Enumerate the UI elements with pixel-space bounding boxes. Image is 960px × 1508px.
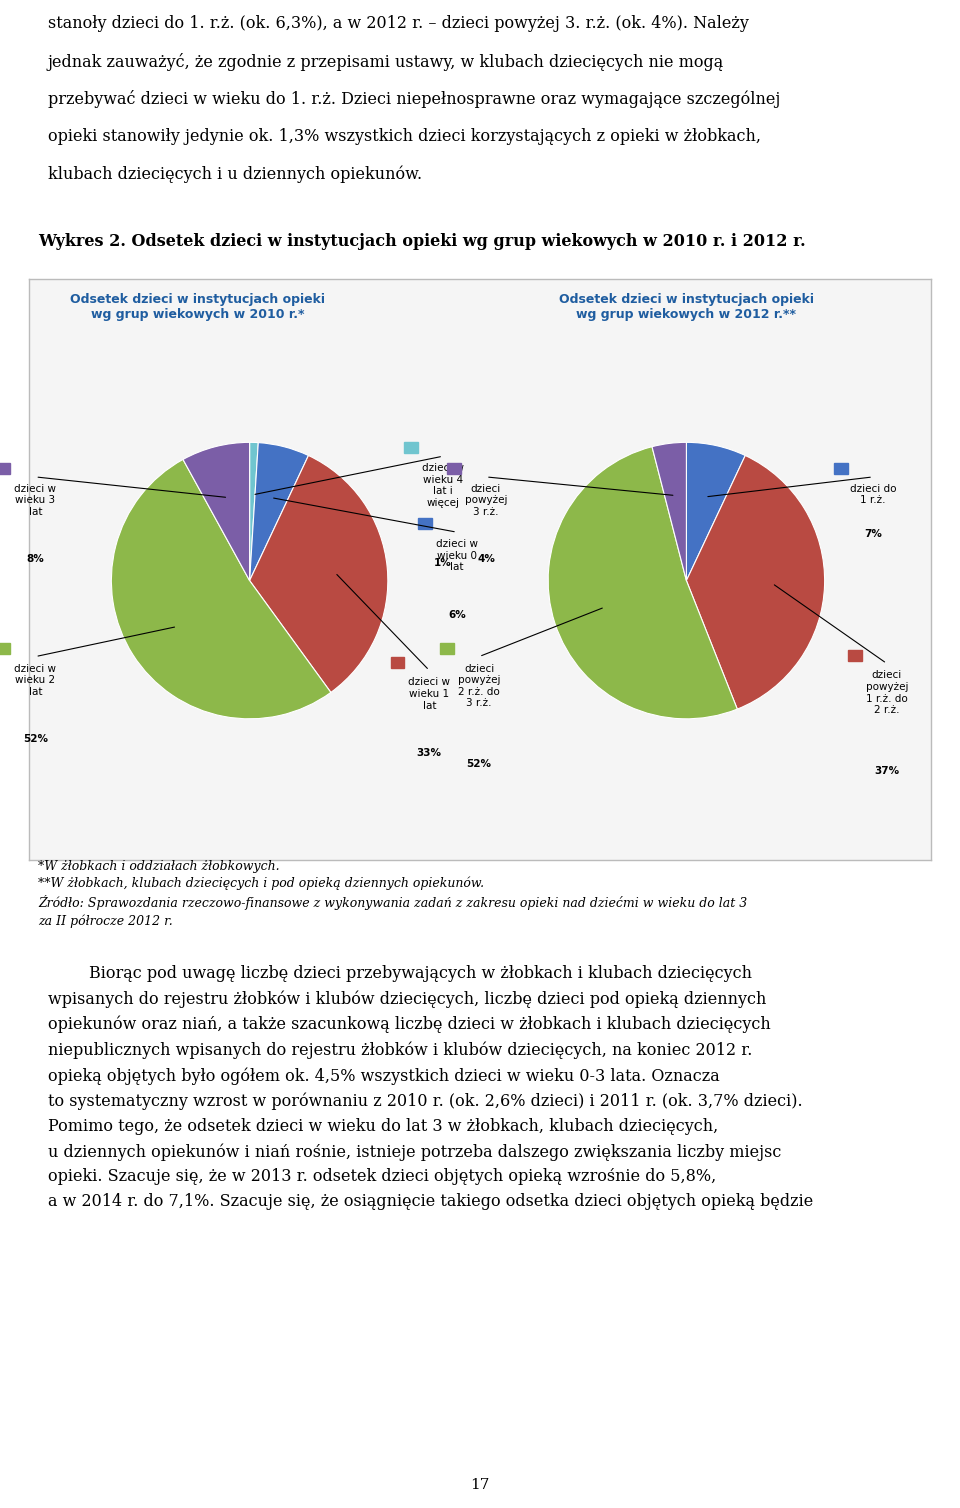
Wedge shape xyxy=(652,442,686,581)
Text: Biorąc pod uwagę liczbę dzieci przebywających w żłobkach i klubach dziecięcych
w: Biorąc pod uwagę liczbę dzieci przebywaj… xyxy=(48,965,813,1209)
Text: 33%: 33% xyxy=(417,748,442,759)
Bar xyxy=(834,463,848,474)
Text: dzieci w
wieku 2
lat: dzieci w wieku 2 lat xyxy=(14,664,57,697)
Text: dzieci
powyżej
1 r.ż. do
2 r.ż.: dzieci powyżej 1 r.ż. do 2 r.ż. xyxy=(866,671,908,715)
Text: klubach dziecięcych i u dziennych opiekunów.: klubach dziecięcych i u dziennych opieku… xyxy=(48,166,422,184)
Bar xyxy=(0,463,11,474)
Text: 52%: 52% xyxy=(23,734,48,743)
Text: jednak zauważyć, że zgodnie z przepisami ustawy, w klubach dziecięcych nie mogą: jednak zauważyć, że zgodnie z przepisami… xyxy=(48,53,724,71)
Text: dzieci w
wieku 0
lat: dzieci w wieku 0 lat xyxy=(436,538,478,573)
Bar xyxy=(447,463,461,474)
Text: przebywać dzieci w wieku do 1. r.ż. Dzieci niepełnosprawne oraz wymagające szcze: przebywać dzieci w wieku do 1. r.ż. Dzie… xyxy=(48,90,780,109)
Text: dzieci w
wieku 4
lat i
więcej: dzieci w wieku 4 lat i więcej xyxy=(422,463,464,508)
Text: *W żłobkach i oddziałach żłobkowych.
**W żłobkach, klubach dziecięcych i pod opi: *W żłobkach i oddziałach żłobkowych. **W… xyxy=(38,860,748,927)
Wedge shape xyxy=(250,442,258,581)
Text: dzieci
powyżej
2 r.ż. do
3 r.ż.: dzieci powyżej 2 r.ż. do 3 r.ż. xyxy=(458,664,500,709)
Text: Odsetek dzieci w instytucjach opieki
wg grup wiekowych w 2010 r.*: Odsetek dzieci w instytucjach opieki wg … xyxy=(70,294,325,321)
Bar xyxy=(391,656,404,668)
Text: dzieci w
wieku 3
lat: dzieci w wieku 3 lat xyxy=(14,484,57,517)
Bar xyxy=(441,642,454,654)
Wedge shape xyxy=(183,442,250,581)
Bar xyxy=(404,442,419,454)
Bar xyxy=(419,519,432,529)
Wedge shape xyxy=(686,442,745,581)
Text: 37%: 37% xyxy=(875,766,900,775)
Wedge shape xyxy=(250,455,388,692)
Text: 52%: 52% xyxy=(467,759,492,769)
Text: 6%: 6% xyxy=(448,609,466,620)
Text: stanoły dzieci do 1. r.ż. (ok. 6,3%), a w 2012 r. – dzieci powyżej 3. r.ż. (ok. : stanoły dzieci do 1. r.ż. (ok. 6,3%), a … xyxy=(48,15,749,32)
Wedge shape xyxy=(111,460,331,719)
Text: 4%: 4% xyxy=(477,555,495,564)
Wedge shape xyxy=(686,455,825,709)
Text: dzieci
powyżej
3 r.ż.: dzieci powyżej 3 r.ż. xyxy=(465,484,507,517)
Text: opieki stanowiły jedynie ok. 1,3% wszystkich dzieci korzystających z opieki w żł: opieki stanowiły jedynie ok. 1,3% wszyst… xyxy=(48,128,761,145)
Wedge shape xyxy=(250,443,308,581)
Text: dzieci do
1 r.ż.: dzieci do 1 r.ż. xyxy=(850,484,897,505)
Text: Odsetek dzieci w instytucjach opieki
wg grup wiekowych w 2012 r.**: Odsetek dzieci w instytucjach opieki wg … xyxy=(559,294,814,321)
Text: dzieci w
wieku 1
lat: dzieci w wieku 1 lat xyxy=(408,677,450,710)
Bar xyxy=(0,642,11,654)
Text: 1%: 1% xyxy=(434,558,452,569)
Text: 7%: 7% xyxy=(864,529,882,540)
Text: Wykres 2. Odsetek dzieci w instytucjach opieki wg grup wiekowych w 2010 r. i 201: Wykres 2. Odsetek dzieci w instytucjach … xyxy=(38,232,806,250)
Wedge shape xyxy=(548,446,737,719)
Bar xyxy=(848,650,862,661)
Text: 17: 17 xyxy=(470,1478,490,1493)
Text: 8%: 8% xyxy=(27,555,44,564)
